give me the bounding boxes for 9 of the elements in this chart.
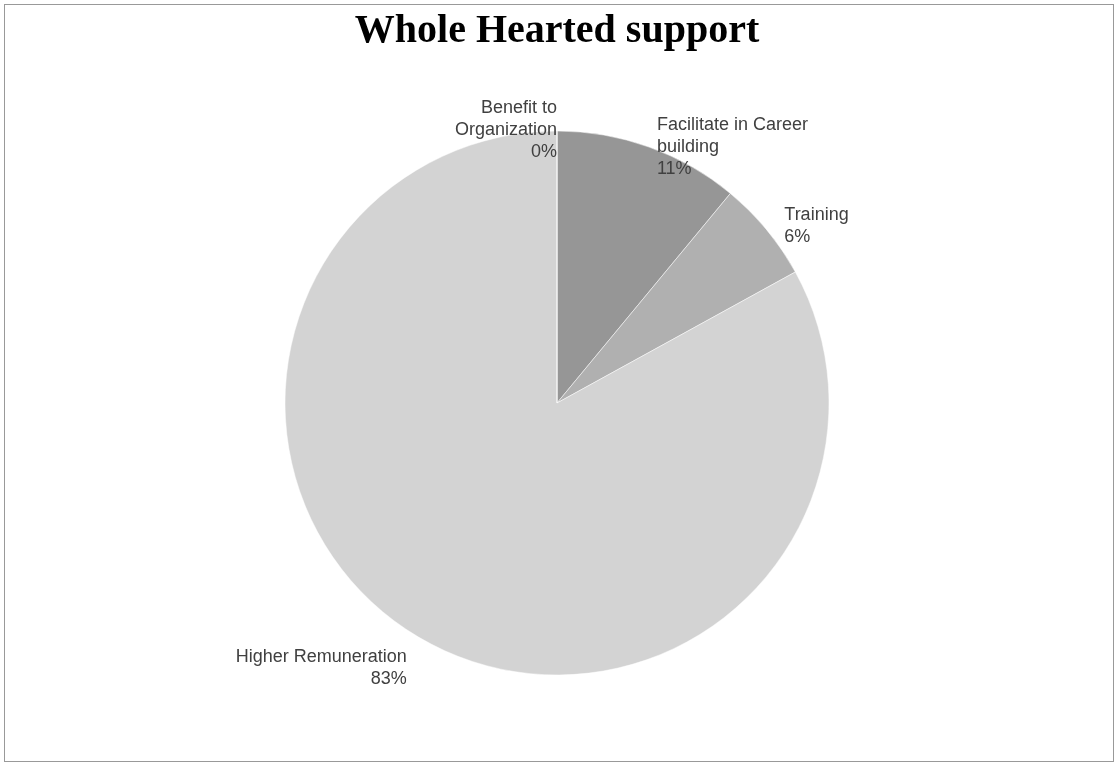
text: 0% xyxy=(530,141,557,161)
slice-label: Training xyxy=(784,203,849,224)
slice-label: Facilitate in Career building xyxy=(656,114,808,157)
data-label: 11% xyxy=(656,158,692,179)
data-label: 6% xyxy=(784,225,811,246)
slice-label: Higher Remuneration xyxy=(235,645,407,666)
chart-title: Whole Hearted support xyxy=(354,6,760,51)
data-label: 83% xyxy=(370,667,407,688)
category-label: Benefit to Organization xyxy=(454,97,557,139)
